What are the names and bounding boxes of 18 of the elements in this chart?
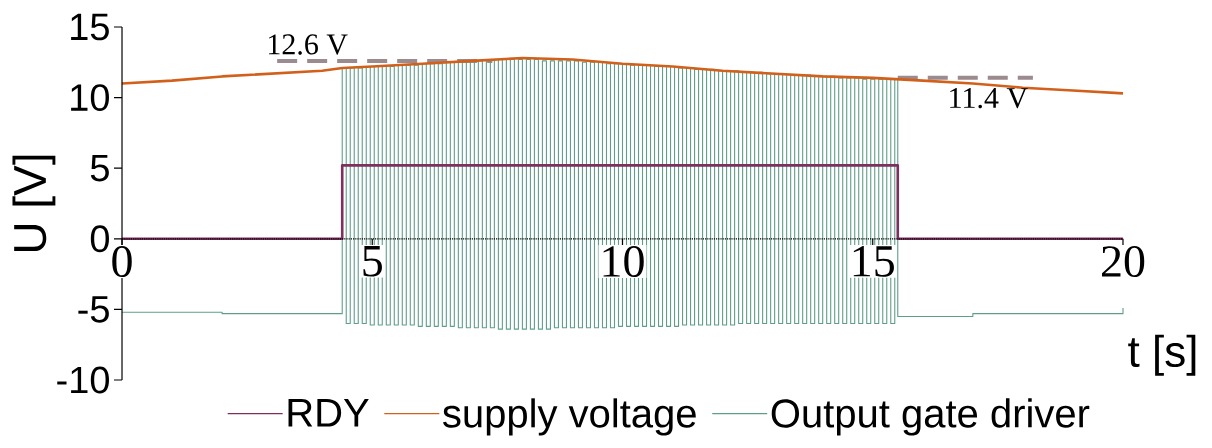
y-tick-label: -5 (78, 296, 109, 323)
y-tick-label: 10 (71, 84, 109, 112)
y-tick-label: 15 (71, 13, 109, 41)
y-tick-label: 5 (90, 154, 109, 182)
annotation: 12.6 V (268, 34, 348, 55)
legend-label: RDY (288, 399, 369, 427)
y-tick-label: 0 (90, 225, 109, 253)
legend-label: Output gate driver (771, 398, 1090, 436)
x-axis-title: t [s] (1128, 334, 1196, 376)
x-tick-label: 10 (603, 246, 644, 278)
legend-label: supply voltage (443, 398, 696, 436)
y-axis-title: U [V] (12, 155, 56, 252)
annotation: 11.4 V (950, 88, 1028, 109)
x-tick-label: 15 (853, 246, 894, 277)
x-tick-label: 0 (112, 246, 132, 278)
x-tick-label: 20 (1102, 246, 1145, 278)
y-tick-label: -10 (57, 366, 109, 394)
x-tick-label: 5 (363, 246, 382, 277)
